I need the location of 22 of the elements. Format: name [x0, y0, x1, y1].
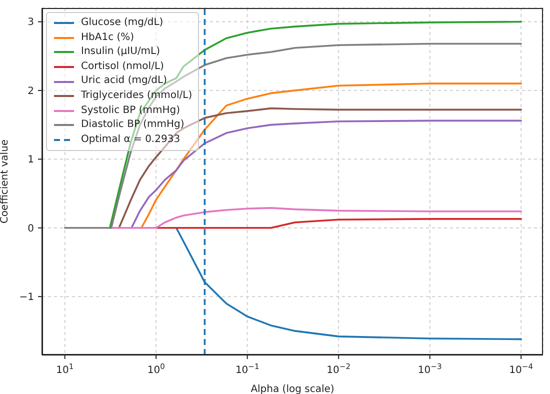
- y-tick-label: 0: [28, 223, 34, 234]
- x-tick-label: 10$^{0}$: [147, 362, 166, 376]
- y-tick-label: 2: [28, 86, 34, 97]
- y-tick-label: −1: [19, 292, 34, 304]
- legend-label: Insulin (µIU/mL): [81, 45, 160, 60]
- x-tick-label: 10$^{−4}$: [509, 362, 534, 376]
- legend-label: Uric acid (mg/dL): [81, 74, 167, 88]
- x-axis-title: Alpha (log scale): [250, 384, 334, 394]
- legend-label: Cortisol (nmol/L): [81, 60, 164, 74]
- legend-label: Diastolic BP (mmHg): [81, 118, 184, 132]
- y-tick-label: 1: [28, 154, 34, 166]
- ref-line-label: Optimal α = 0.2933: [81, 132, 180, 147]
- legend-label: HbA1c (%): [81, 30, 134, 45]
- x-tick-label: 10$^{−2}$: [326, 362, 351, 376]
- x-tick-label: 10$^{1}$: [56, 362, 74, 376]
- legend-label: Systolic BP (mmHg): [81, 104, 180, 118]
- y-axis-title: Coefficient value: [0, 139, 11, 224]
- legend-label: Triglycerides (mmol/L): [81, 88, 192, 103]
- x-tick-label: 10$^{−1}$: [235, 362, 260, 376]
- y-tick-label: 3: [28, 17, 34, 28]
- x-tick-label: 10$^{−3}$: [418, 362, 442, 376]
- legend-label: Glucose (mg/dL): [81, 16, 164, 30]
